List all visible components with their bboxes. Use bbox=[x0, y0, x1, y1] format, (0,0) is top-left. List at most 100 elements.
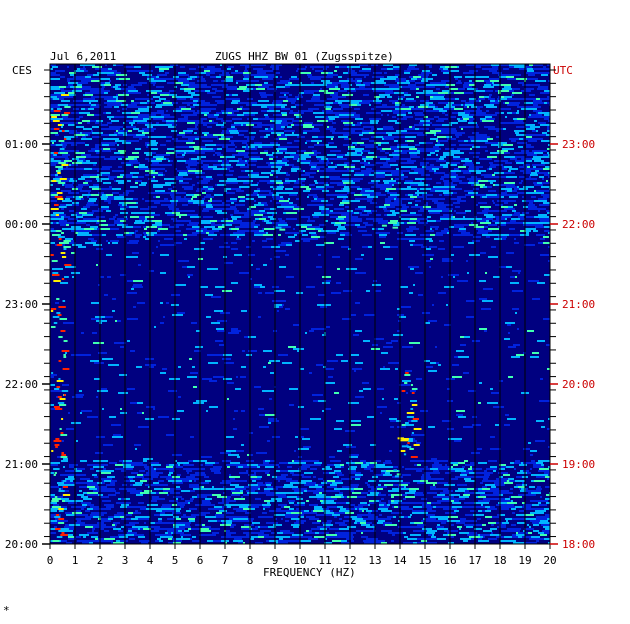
spectrogram-cell bbox=[359, 508, 368, 510]
spectrogram-cell bbox=[236, 238, 241, 240]
spectrogram-cell bbox=[95, 144, 102, 146]
spectrogram-cell bbox=[508, 346, 516, 348]
spectrogram-cell bbox=[237, 456, 240, 458]
spectrogram-cell bbox=[413, 194, 417, 196]
spectrogram-cell bbox=[100, 172, 110, 174]
spectrogram-cell bbox=[365, 146, 368, 148]
spectrogram-cell bbox=[263, 74, 266, 76]
spectrogram-cell bbox=[349, 186, 360, 188]
spectrogram-cell bbox=[507, 324, 511, 326]
spectrogram-cell bbox=[378, 228, 384, 230]
spectrogram-cell bbox=[396, 340, 398, 342]
spectrogram-cell bbox=[352, 368, 362, 370]
spectrogram-cell bbox=[169, 472, 173, 474]
spectrogram-cell bbox=[203, 216, 213, 218]
spectrogram-cell bbox=[138, 108, 149, 110]
spectrogram-cell bbox=[498, 406, 504, 408]
spectrogram-cell bbox=[69, 180, 77, 182]
spectrogram-cell bbox=[286, 244, 292, 246]
spectrogram-cell bbox=[50, 118, 58, 120]
spectrogram-cell bbox=[548, 154, 550, 156]
spectrogram-cell bbox=[264, 82, 268, 84]
spectrogram-cell bbox=[516, 484, 522, 486]
spectrogram-cell bbox=[381, 472, 385, 474]
spectrogram-cell bbox=[514, 468, 516, 470]
spectrogram-cell bbox=[304, 90, 309, 92]
spectrogram-cell bbox=[496, 130, 499, 132]
spectrogram-cell bbox=[118, 86, 120, 88]
spectrogram-cell bbox=[424, 466, 428, 468]
spectrogram-cell bbox=[221, 220, 225, 222]
spectrogram-cell bbox=[108, 364, 119, 366]
spectrogram-cell bbox=[75, 152, 85, 154]
spectrogram-cell bbox=[518, 64, 525, 66]
spectrogram-cell bbox=[88, 150, 95, 152]
spectrogram-cell bbox=[315, 70, 323, 72]
spectrogram-cell bbox=[444, 228, 446, 230]
spectrogram-cell bbox=[343, 66, 347, 68]
spectrogram-cell bbox=[323, 304, 331, 306]
spectrogram-cell bbox=[77, 78, 87, 80]
spectrogram-cell bbox=[305, 332, 307, 334]
spectrogram-cell bbox=[90, 494, 98, 496]
spectrogram-cell bbox=[310, 468, 317, 470]
spectrogram-cell bbox=[206, 176, 212, 178]
spectrogram-cell bbox=[360, 74, 369, 76]
spectrogram-cell bbox=[151, 464, 153, 466]
spectrogram-cell bbox=[297, 502, 305, 504]
spectrogram-cell bbox=[149, 232, 157, 234]
spectrogram-cell bbox=[537, 172, 548, 174]
spectrogram-cell bbox=[544, 508, 549, 510]
spectrogram-cell bbox=[157, 110, 164, 112]
spectrogram-cell bbox=[410, 196, 417, 198]
spectrogram-cell bbox=[516, 476, 520, 478]
spectrogram-cell bbox=[525, 106, 533, 108]
spectrogram-cell bbox=[472, 424, 481, 426]
spectrogram-cell bbox=[195, 504, 201, 506]
spectrogram-cell bbox=[100, 276, 104, 278]
spectrogram-cell bbox=[371, 136, 374, 138]
spectrogram-cell bbox=[102, 234, 106, 236]
spectrogram-cell bbox=[294, 156, 300, 158]
spectrogram-cell bbox=[69, 222, 77, 224]
spectrogram-cell bbox=[250, 184, 258, 186]
spectrogram-cell bbox=[486, 110, 489, 112]
spectrogram-cell bbox=[424, 254, 434, 256]
spectrogram-cell bbox=[273, 114, 282, 116]
spectrogram-cell bbox=[497, 98, 500, 100]
spectrogram-cell bbox=[56, 188, 60, 190]
spectrogram-cell bbox=[285, 516, 290, 518]
spectrogram-cell bbox=[234, 122, 243, 124]
spectrogram-cell bbox=[90, 360, 99, 362]
spectrogram-cell bbox=[509, 496, 511, 498]
spectrogram-cell bbox=[427, 508, 432, 510]
spectrogram-cell bbox=[452, 502, 461, 504]
spectrogram-cell bbox=[508, 206, 513, 208]
spectrogram-cell bbox=[360, 214, 369, 216]
spectrogram-cell bbox=[406, 228, 413, 230]
spectrogram-cell bbox=[118, 498, 121, 500]
spectrogram-cell bbox=[448, 468, 457, 470]
spectrogram-cell bbox=[448, 162, 450, 164]
spectrogram-cell bbox=[71, 422, 81, 424]
spectrogram-cell bbox=[92, 136, 101, 138]
spectrogram-cell bbox=[483, 64, 487, 66]
spectrogram-cell bbox=[70, 74, 74, 76]
spectrogram-cell bbox=[134, 66, 141, 68]
spectrogram-cell bbox=[277, 206, 282, 208]
spectrogram-cell bbox=[380, 412, 382, 414]
spectrogram-cell bbox=[336, 170, 338, 172]
spectrogram-cell bbox=[354, 488, 363, 490]
spectrogram-cell bbox=[330, 484, 337, 486]
spectrogram-cell bbox=[346, 502, 350, 504]
spectrogram-cell bbox=[240, 106, 243, 108]
spectrogram-cell bbox=[267, 94, 273, 96]
spectrogram-cell bbox=[246, 246, 251, 248]
spectrogram-cell bbox=[220, 64, 222, 66]
spectrogram-cell bbox=[312, 96, 320, 98]
spectrogram-cell bbox=[302, 476, 311, 478]
spectrogram-cell bbox=[534, 152, 543, 154]
spectrogram-cell bbox=[342, 200, 351, 202]
spectrogram-cell bbox=[290, 110, 293, 112]
spectrogram-cell bbox=[369, 104, 371, 106]
